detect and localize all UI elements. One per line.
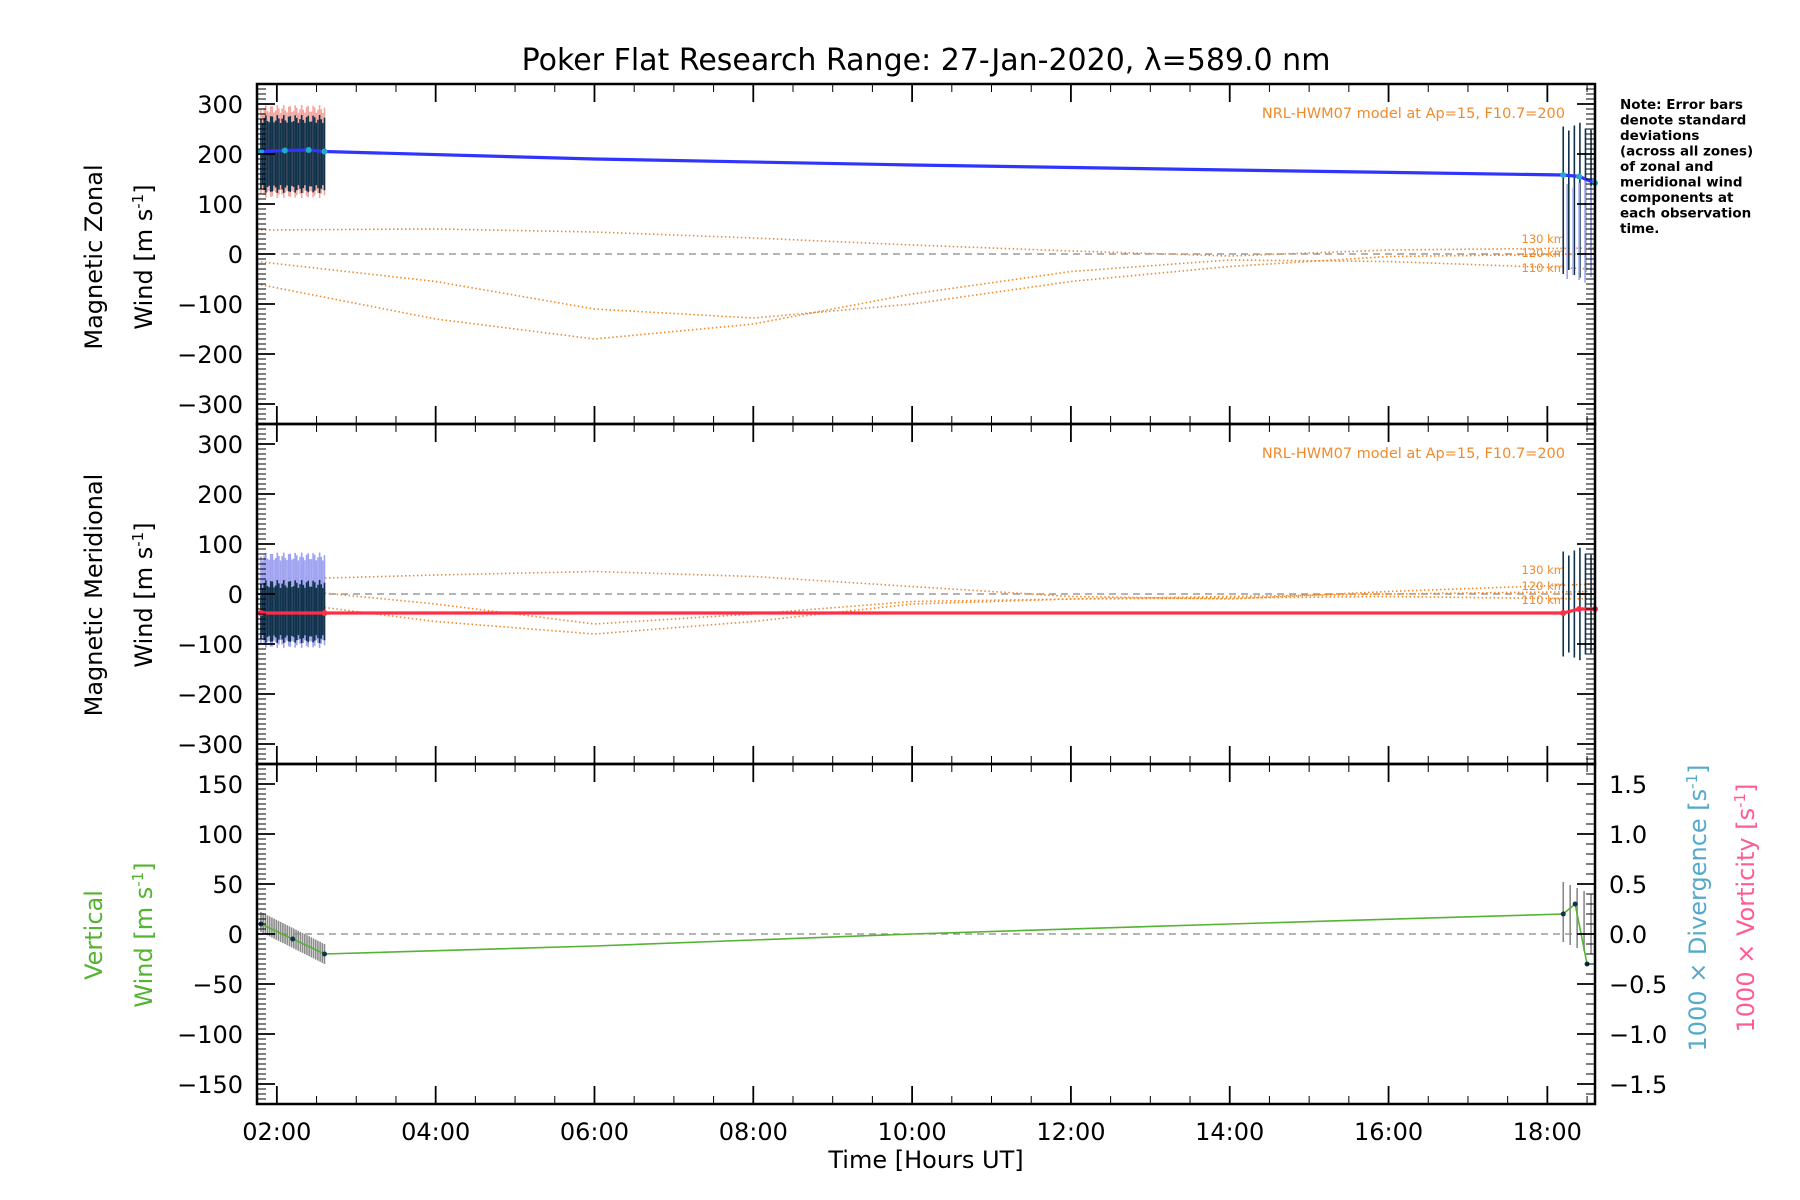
model-label: NRL-HWM07 model at Ap=15, F10.7=200 xyxy=(1262,446,1565,462)
y-tick-label: −100 xyxy=(177,1021,243,1049)
meridional-ylabel-line1: Magnetic Meridional xyxy=(80,474,108,717)
x-tick-label: 14:00 xyxy=(1195,1118,1264,1146)
right-y-tick-label: −1.5 xyxy=(1609,1071,1667,1099)
x-tick-label: 12:00 xyxy=(1036,1118,1105,1146)
y-tick-label: 300 xyxy=(197,431,243,459)
model-altitude-label: 120 km xyxy=(1522,579,1565,593)
vorticity-axis-label: 1000 × Vorticity [s-1] xyxy=(1731,784,1760,1033)
wind-series-line xyxy=(260,148,1596,185)
y-tick-label: −50 xyxy=(192,971,243,999)
x-tick-label: 06:00 xyxy=(560,1118,629,1146)
data-point xyxy=(1560,610,1567,616)
x-tick-label: 04:00 xyxy=(401,1118,470,1146)
y-tick-label: −300 xyxy=(177,391,243,419)
right-y-tick-label: 0.0 xyxy=(1609,921,1647,949)
note-text: Note: Error bars denote standard deviati… xyxy=(1620,97,1758,237)
y-tick-label: −100 xyxy=(177,631,243,659)
model-curve-120-km xyxy=(256,585,1596,625)
vertical-ylabel-line1: Vertical xyxy=(80,890,108,980)
meridional-ylabel-line2: Wind [m s-1] xyxy=(129,522,158,667)
model-curve-110-km xyxy=(256,259,1596,340)
x-tick-label: 02:00 xyxy=(242,1118,311,1146)
data-point xyxy=(281,147,288,154)
data-point xyxy=(257,610,264,616)
data-point xyxy=(321,951,327,957)
x-tick-label: 10:00 xyxy=(878,1118,947,1146)
model-altitude-label: 110 km xyxy=(1522,593,1565,607)
data-point xyxy=(1560,172,1567,178)
y-tick-label: 0 xyxy=(228,921,243,949)
x-tick-label: 18:00 xyxy=(1513,1118,1582,1146)
x-tick-label: 16:00 xyxy=(1354,1118,1423,1146)
y-tick-label: 200 xyxy=(197,141,243,169)
data-point xyxy=(290,936,296,942)
data-point xyxy=(321,610,328,616)
right-y-tick-label: −1.0 xyxy=(1609,1021,1667,1049)
y-tick-label: 100 xyxy=(197,531,243,559)
model-altitude-label: 110 km xyxy=(1522,261,1565,275)
model-curve-120-km xyxy=(256,253,1596,319)
vertical-ylabel-line2: Wind [m s-1] xyxy=(129,862,158,1007)
model-curve-110-km xyxy=(256,595,1596,635)
y-tick-label: −150 xyxy=(177,1071,243,1099)
model-altitude-label: 120 km xyxy=(1522,246,1565,260)
zonal-ylabel-line1: Magnetic Zonal xyxy=(80,164,108,349)
y-tick-label: −200 xyxy=(177,341,243,369)
data-point xyxy=(305,147,312,153)
data-point xyxy=(1572,901,1578,907)
data-point xyxy=(1560,911,1566,917)
y-tick-label: −100 xyxy=(177,291,243,319)
y-tick-label: 0 xyxy=(228,241,243,269)
data-point xyxy=(321,148,328,155)
y-tick-label: 150 xyxy=(197,771,243,799)
wind-series-line xyxy=(260,902,1588,965)
data-point xyxy=(1576,606,1583,612)
zonal-ylabel-line2: Wind [m s-1] xyxy=(129,184,158,329)
model-altitude-label: 130 km xyxy=(1522,232,1565,246)
right-y-tick-label: −0.5 xyxy=(1609,971,1667,999)
divergence-axis-label: 1000 × Divergence [s-1] xyxy=(1683,764,1712,1051)
y-tick-label: 200 xyxy=(197,481,243,509)
y-tick-label: −300 xyxy=(177,731,243,759)
chart-title: Poker Flat Research Range: 27-Jan-2020, … xyxy=(522,43,1331,78)
x-tick-label: 08:00 xyxy=(719,1118,788,1146)
vertical-wind-panel: −150 −100 −50 0 50 100 150 02:00 04:00 06:00 08:00… xyxy=(177,762,1667,1146)
x-axis-label: Time [Hours UT] xyxy=(827,1146,1023,1174)
y-tick-label: 100 xyxy=(197,191,243,219)
data-point xyxy=(1576,173,1583,180)
right-y-tick-label: 1.0 xyxy=(1609,821,1647,849)
model-label: NRL-HWM07 model at Ap=15, F10.7=200 xyxy=(1262,106,1565,122)
y-tick-label: 50 xyxy=(212,871,243,899)
right-y-tick-label: 1.5 xyxy=(1609,771,1647,799)
y-tick-label: 300 xyxy=(197,91,243,119)
data-point xyxy=(257,148,264,155)
y-tick-label: −200 xyxy=(177,681,243,709)
right-y-tick-label: 0.5 xyxy=(1609,871,1647,899)
model-altitude-label: 130 km xyxy=(1522,563,1565,577)
y-tick-label: 100 xyxy=(197,821,243,849)
y-tick-label: 0 xyxy=(228,581,243,609)
